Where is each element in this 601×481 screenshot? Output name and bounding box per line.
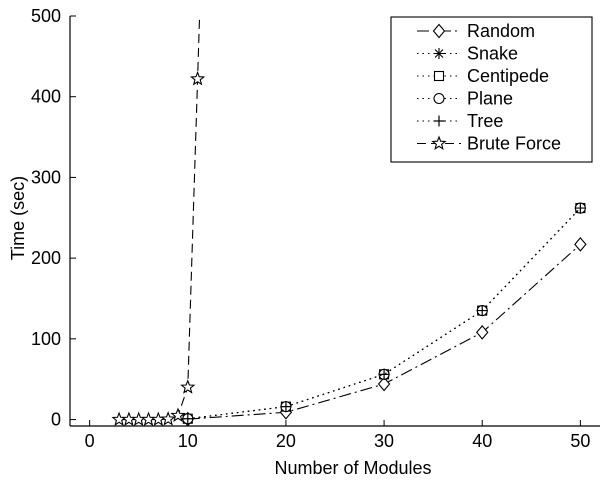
- legend-item: Tree: [417, 111, 503, 131]
- data-point: [476, 325, 489, 340]
- data-point: [476, 305, 488, 317]
- legend-label: Random: [467, 21, 535, 41]
- y-tick-label: 0: [51, 410, 61, 430]
- data-point: [160, 411, 176, 426]
- x-tick-label: 20: [276, 431, 296, 451]
- legend-item: Snake: [417, 44, 518, 64]
- legend-label: Snake: [467, 44, 518, 64]
- legend-item: Random: [417, 21, 535, 41]
- y-tick-label: 500: [31, 6, 61, 26]
- data-point: [131, 411, 147, 427]
- series-tree: [182, 202, 586, 425]
- x-tick-label: 40: [472, 431, 492, 451]
- data-point: [140, 411, 157, 427]
- data-point: [111, 411, 127, 427]
- data-point: [182, 413, 194, 425]
- legend-marker: [431, 135, 447, 150]
- legend-marker: [433, 92, 445, 105]
- legend-label: Tree: [467, 111, 503, 131]
- legend-marker: [433, 115, 445, 127]
- data-point: [180, 379, 196, 394]
- x-tick-label: 10: [178, 431, 198, 451]
- y-tick-label: 200: [31, 248, 61, 268]
- data-point: [189, 70, 206, 86]
- data-point: [280, 401, 292, 413]
- legend-marker: [433, 48, 445, 59]
- legend-item: Centipede: [417, 66, 549, 86]
- legend-item: Brute Force: [417, 134, 561, 154]
- legend-marker: [432, 23, 446, 39]
- x-tick-label: 30: [374, 431, 394, 451]
- data-point: [378, 368, 390, 380]
- series-random: [181, 237, 587, 427]
- legend-marker: [433, 70, 445, 82]
- series-layer: [111, 15, 587, 427]
- legend-box: [390, 16, 593, 163]
- x-tick-label: 50: [570, 431, 590, 451]
- series-line: [119, 15, 201, 421]
- legend-label: Plane: [467, 89, 513, 109]
- series-line: [187, 244, 581, 420]
- series-brute-force: [111, 15, 206, 427]
- y-tick-label: 400: [31, 87, 61, 107]
- legend-label: Centipede: [467, 66, 549, 86]
- data-point: [121, 411, 137, 427]
- data-point: [574, 202, 586, 214]
- x-axis-label: Number of Modules: [274, 458, 431, 478]
- y-tick-label: 300: [31, 167, 61, 187]
- legend-item: Plane: [417, 89, 513, 109]
- data-point: [170, 407, 186, 422]
- data-point: [150, 411, 166, 427]
- data-point: [574, 237, 587, 252]
- y-axis-label: Time (sec): [8, 176, 28, 260]
- data-point: [377, 376, 391, 392]
- y-tick-label: 100: [31, 329, 61, 349]
- legend-label: Brute Force: [467, 134, 561, 154]
- x-tick-label: 0: [85, 431, 95, 451]
